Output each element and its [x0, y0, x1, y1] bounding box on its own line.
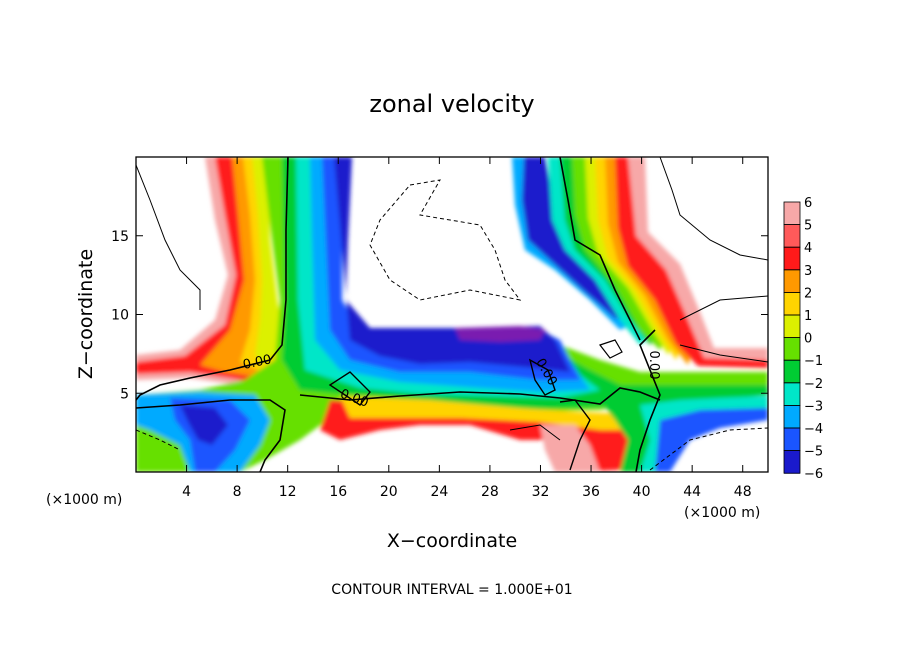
x-tick-label: 40: [633, 484, 651, 500]
contour-line: [528, 358, 556, 396]
contour-line: [299, 387, 661, 405]
chart-title: zonal velocity: [369, 90, 534, 118]
contour-line: [599, 339, 623, 359]
colorbar-label: 3: [804, 264, 812, 279]
velocity-band: [640, 396, 768, 472]
y-axis-label: Z−coordinate: [75, 249, 97, 379]
x-tick-label: 32: [532, 484, 550, 500]
contour-line: [328, 371, 371, 406]
contour-interval-footer: CONTOUR INTERVAL = 1.000E+01: [331, 582, 572, 598]
x-tick-label: 20: [380, 484, 398, 500]
colorbar-swatch: [784, 292, 800, 316]
colorbar-swatch: [784, 315, 800, 339]
contour-labels: 0.000.000.00 0.00: [242, 351, 661, 411]
colorbar-swatch: [784, 247, 800, 271]
colorbar-swatch: [784, 382, 800, 406]
colorbar-label: −1: [804, 354, 823, 369]
velocity-band: [340, 396, 636, 430]
contour-line: [136, 429, 181, 451]
y-axis-ticks: 5 10 15: [111, 229, 768, 402]
colorbar-label: −2: [804, 377, 823, 392]
velocity-band: [655, 408, 768, 472]
colorbar-swatch-border: [783, 450, 801, 474]
velocity-bands: [136, 157, 768, 472]
plot-area: [136, 157, 768, 472]
contour-line: [679, 344, 768, 363]
contour-label: 0.00: [646, 351, 661, 380]
velocity-band: [180, 405, 228, 445]
colorbar-label: −3: [804, 399, 823, 414]
contour-line: [136, 164, 201, 310]
colorbar-swatch: [784, 337, 800, 361]
x-tick-label: 8: [233, 484, 242, 500]
colorbar-swatch: [784, 450, 800, 474]
colorbar-label: 4: [804, 241, 812, 256]
colorbar-swatch: [784, 405, 800, 429]
colorbar-label: 2: [804, 286, 812, 301]
colorbar-swatch: [784, 360, 800, 384]
x-tick-label: 12: [279, 484, 297, 500]
contour-line: [679, 295, 768, 321]
contour-line: [136, 399, 286, 472]
contour-line: [635, 329, 661, 472]
colorbar-label: −6: [804, 467, 823, 482]
contour-line: [136, 157, 289, 401]
colorbar-swatch: [784, 202, 800, 226]
colorbar-label: −4: [804, 422, 823, 437]
y-tick-label: 10: [111, 308, 129, 324]
contour-line: [369, 179, 522, 301]
colorbar-swatch: [784, 224, 800, 248]
contour-line: [559, 157, 641, 341]
velocity-band: [455, 326, 545, 342]
velocity-band: [334, 157, 570, 372]
contour-line: [659, 157, 768, 261]
x-axis-ticks: 4 8 12 16 20 24 28 32 36 40 44 48: [182, 157, 752, 500]
colorbar-swatch: [784, 269, 800, 293]
colorbar-label: 1: [804, 309, 812, 324]
velocity-band: [628, 157, 768, 360]
x-unit-label-left: (×1000 m): [46, 492, 122, 508]
colorbar-label: 6: [804, 196, 812, 211]
colorbar: 6 5 4 3 2 1 0 −1 −2 −3 −4 −5 −6: [783, 196, 823, 482]
colorbar-label: −5: [804, 445, 823, 460]
contour-label: 0.00: [242, 352, 273, 373]
contour-line: [649, 427, 768, 471]
x-tick-label: 28: [481, 484, 499, 500]
contour-line: [509, 424, 561, 441]
x-axis-label: X−coordinate: [387, 530, 517, 552]
colorbar-label: 0: [804, 332, 812, 347]
x-tick-label: 36: [582, 484, 600, 500]
y-tick-label: 15: [111, 229, 129, 245]
x-unit-label-right: (×1000 m): [684, 505, 760, 521]
x-tick-label: 16: [329, 484, 347, 500]
contour-lines: [136, 157, 768, 472]
colorbar-swatch: [784, 428, 800, 452]
x-tick-label: 48: [734, 484, 752, 500]
x-tick-label: 44: [683, 484, 701, 500]
x-tick-label: 24: [430, 484, 448, 500]
contour-line: [559, 399, 591, 471]
x-tick-label: 4: [182, 484, 191, 500]
y-tick-label: 5: [120, 386, 129, 402]
colorbar-label: 5: [804, 219, 812, 234]
